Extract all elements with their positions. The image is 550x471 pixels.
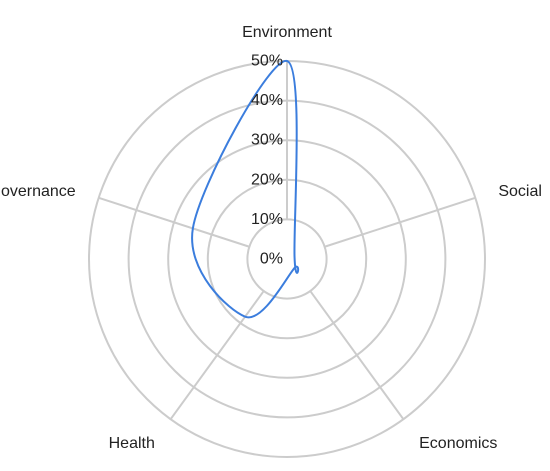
axis-spoke — [98, 196, 250, 248]
tick-label: 40% — [251, 92, 283, 109]
axis-spoke — [324, 196, 476, 248]
tick-label: 50% — [251, 53, 283, 70]
radar-grid — [88, 60, 486, 458]
category-label: Environment — [242, 24, 332, 41]
tick-label: 20% — [251, 171, 283, 188]
radar-series — [191, 60, 300, 319]
tick-label: 0% — [260, 251, 283, 268]
category-label: Health — [109, 435, 155, 452]
category-label: Social — [498, 183, 542, 200]
category-label: Governance — [0, 183, 76, 200]
tick-label: 30% — [251, 132, 283, 149]
category-labels: Environment Social Economics Health Governan… — [0, 24, 542, 452]
tick-label: 10% — [251, 211, 283, 228]
category-label: Economics — [419, 435, 497, 452]
radial-tick-labels: 0% 10% 20% 30% 40% 50% — [251, 53, 283, 268]
axis-spoke — [169, 290, 265, 420]
series-line — [191, 60, 300, 319]
axis-spoke — [309, 290, 405, 420]
